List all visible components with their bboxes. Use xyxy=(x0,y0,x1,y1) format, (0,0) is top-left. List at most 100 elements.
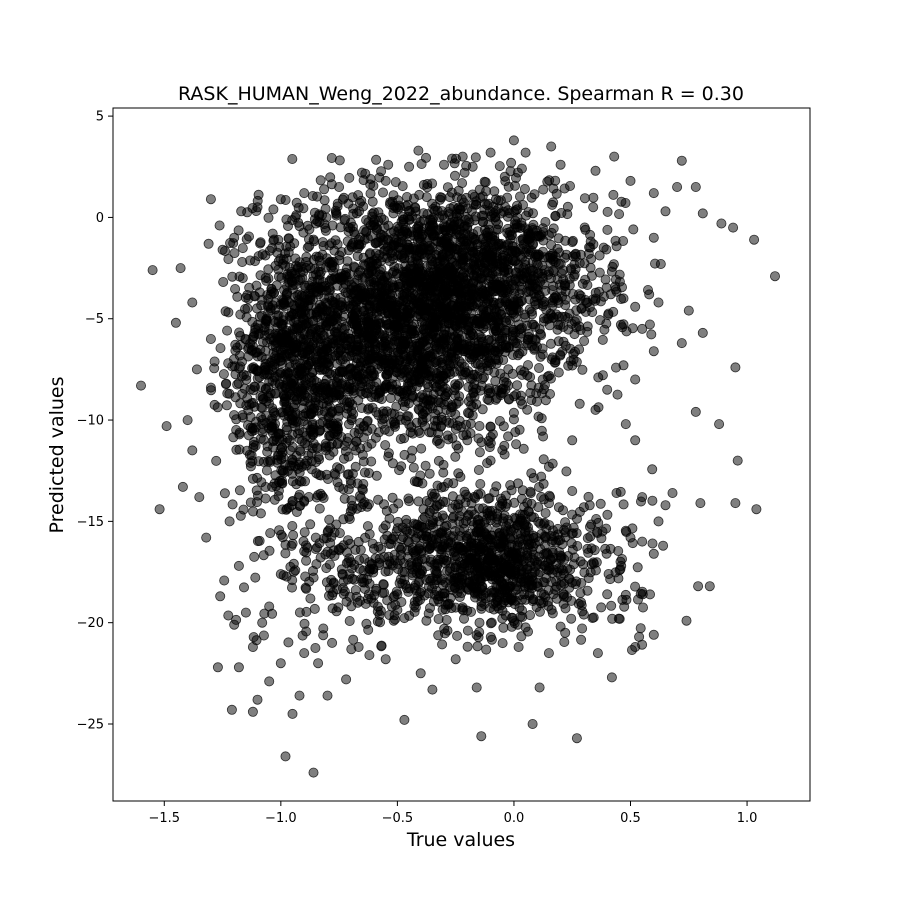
data-point xyxy=(512,200,523,211)
data-point xyxy=(273,316,284,327)
data-point xyxy=(248,632,259,643)
data-point xyxy=(337,378,348,389)
data-point xyxy=(473,464,484,475)
data-point xyxy=(348,299,359,310)
data-point xyxy=(341,547,352,558)
data-point xyxy=(361,618,372,629)
data-point xyxy=(235,361,246,372)
data-point xyxy=(307,565,318,576)
data-point xyxy=(219,575,230,586)
data-point xyxy=(461,419,472,430)
data-point xyxy=(291,324,302,335)
data-point xyxy=(468,330,479,341)
data-point xyxy=(358,420,369,431)
data-point xyxy=(257,414,268,425)
data-point xyxy=(424,603,435,614)
data-point xyxy=(223,254,234,265)
data-point xyxy=(527,309,538,320)
data-point xyxy=(321,306,332,317)
data-point xyxy=(294,305,305,316)
data-point xyxy=(601,548,612,559)
data-point xyxy=(600,274,611,285)
data-point xyxy=(413,496,424,507)
data-point xyxy=(382,235,393,246)
data-point xyxy=(421,531,432,542)
data-point xyxy=(538,431,549,442)
data-point xyxy=(355,544,366,555)
data-point xyxy=(327,316,338,327)
data-point xyxy=(452,630,463,641)
data-point xyxy=(331,208,342,219)
data-point xyxy=(486,315,497,326)
data-point xyxy=(395,369,406,380)
data-point xyxy=(512,380,523,391)
data-point xyxy=(388,503,399,514)
data-point xyxy=(374,355,385,366)
data-point xyxy=(327,590,338,601)
data-point xyxy=(389,266,400,277)
data-point xyxy=(262,337,273,348)
data-point xyxy=(524,280,535,291)
data-point xyxy=(397,236,408,247)
data-point xyxy=(214,220,225,231)
data-point xyxy=(497,638,508,649)
data-point xyxy=(402,324,413,335)
data-point xyxy=(550,211,561,222)
data-point xyxy=(428,292,439,303)
data-point xyxy=(498,421,509,432)
data-point xyxy=(360,387,371,398)
data-point xyxy=(263,212,274,223)
data-point xyxy=(343,484,354,495)
data-point xyxy=(245,461,256,472)
data-point xyxy=(630,301,641,312)
data-point xyxy=(377,414,388,425)
data-point xyxy=(485,271,496,282)
data-point xyxy=(222,325,233,336)
data-point xyxy=(228,432,239,443)
data-point xyxy=(375,617,386,628)
data-point xyxy=(449,170,460,181)
data-point xyxy=(307,190,318,201)
data-point xyxy=(588,202,599,213)
data-point xyxy=(254,535,265,546)
data-point xyxy=(586,270,597,281)
data-point xyxy=(452,287,463,298)
data-point xyxy=(534,290,545,301)
data-point xyxy=(347,573,358,584)
data-point xyxy=(286,540,297,551)
data-point xyxy=(301,626,312,637)
data-point xyxy=(314,503,325,514)
data-point xyxy=(645,589,656,600)
data-point xyxy=(407,564,418,575)
data-point xyxy=(512,293,523,304)
data-point xyxy=(341,558,352,569)
data-point xyxy=(363,403,374,414)
data-point xyxy=(299,546,310,557)
data-point xyxy=(485,438,496,449)
data-point xyxy=(232,342,243,353)
data-point xyxy=(289,399,300,410)
data-point xyxy=(567,235,578,246)
data-point xyxy=(446,187,457,198)
data-point xyxy=(239,303,250,314)
data-point xyxy=(531,396,542,407)
data-point xyxy=(420,460,431,471)
data-point xyxy=(481,644,492,655)
data-point xyxy=(418,324,429,335)
data-point xyxy=(341,340,352,351)
data-point xyxy=(383,159,394,170)
data-point xyxy=(336,431,347,442)
data-point xyxy=(351,376,362,387)
data-point xyxy=(430,201,441,212)
data-point xyxy=(293,342,304,353)
data-point xyxy=(255,390,266,401)
data-point xyxy=(310,331,321,342)
data-point xyxy=(534,482,545,493)
data-point xyxy=(269,388,280,399)
data-point xyxy=(424,468,435,479)
data-point xyxy=(493,195,504,206)
data-point xyxy=(285,373,296,384)
data-point xyxy=(279,285,290,296)
data-point xyxy=(350,365,361,376)
data-point xyxy=(281,325,292,336)
